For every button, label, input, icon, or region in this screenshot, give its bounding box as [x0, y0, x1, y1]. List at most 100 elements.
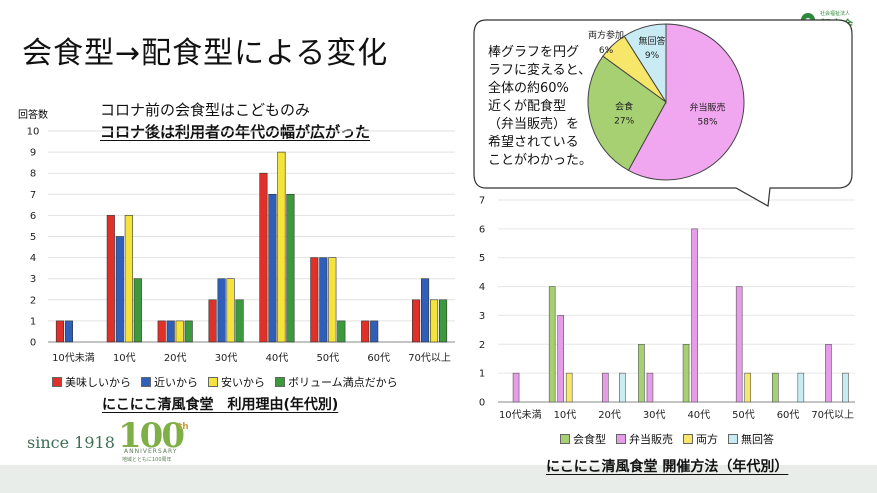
pie-slice-name: 弁当販売 — [690, 102, 726, 114]
legend-swatch — [208, 377, 218, 387]
x-tick-label: 20代 — [598, 409, 621, 421]
x-tick-label: 10代 — [113, 352, 136, 364]
legend-swatch — [616, 434, 626, 444]
usage-reason-chart: 0 1 2 3 4 5 6 7 8 9 10 10代未満 10代 20代 30代 40代 50代 60代 70代以… — [18, 108, 455, 364]
legend-label: ボリューム満点だから — [288, 376, 398, 389]
x-tick-label: 60代 — [367, 352, 390, 364]
bar — [421, 278, 430, 343]
bar — [412, 299, 421, 343]
bar — [157, 320, 166, 343]
since-label: since 1918 — [27, 433, 115, 452]
bar — [133, 278, 142, 343]
legend-swatch — [560, 434, 570, 444]
legend-swatch — [52, 377, 62, 387]
y-tick-label: 4 — [30, 253, 36, 264]
y-tick-label: 6 — [30, 211, 36, 222]
y-tick-label: 6 — [479, 224, 485, 235]
pie-slice-value: 58% — [698, 118, 718, 128]
bar — [557, 315, 564, 403]
x-tick-label: 40代 — [687, 409, 710, 421]
bubble-line: 棒グラフを円グ — [488, 45, 580, 60]
y-tick-label: 7 — [30, 190, 36, 201]
bubble-text: 棒グラフを円グ ラフに変えると、 全体の約60% 近くが配食型 （弁当販売）を … — [488, 44, 608, 170]
legend-swatch — [728, 434, 738, 444]
footer-band — [0, 465, 877, 493]
bar — [55, 320, 64, 343]
pie-slice-name: 両方参加 — [588, 29, 624, 41]
legend-item: 美味しいから — [52, 374, 131, 390]
bubble-line: 近くが配食型 — [488, 99, 567, 114]
anniversary-suffix: th — [178, 422, 189, 432]
bubble-line: ことがわかった。 — [488, 153, 593, 168]
pie-slice-value: 6% — [599, 46, 614, 56]
bar — [106, 215, 115, 343]
x-tick-label: 10代 — [554, 409, 577, 421]
bar — [184, 320, 193, 343]
y-tick-label: 9 — [30, 148, 36, 159]
bar — [602, 372, 609, 403]
legend-label: 美味しいから — [65, 376, 131, 389]
bar — [319, 257, 328, 343]
bar — [235, 299, 244, 343]
y-tick-label: 0 — [30, 338, 36, 349]
anniversary-logo: 100 th ANNIVERSARY 地域とともに100周年 — [118, 416, 193, 464]
bar — [328, 257, 337, 343]
note-line-2: コロナ後は利用者の年代の幅が広がった — [100, 123, 371, 141]
anniversary-word: ANNIVERSARY — [124, 448, 178, 455]
legend-item: 弁当販売 — [616, 431, 673, 447]
y-tick-label: 1 — [30, 316, 36, 327]
logo-subtitle: 社会福祉法人 — [820, 11, 851, 17]
bar — [842, 372, 849, 403]
legend-label: 両方 — [696, 433, 718, 446]
bar — [735, 286, 743, 403]
x-tick-label: 20代 — [164, 352, 187, 364]
legend-item: 両方 — [683, 431, 718, 447]
bar — [226, 278, 235, 343]
method-chart: 0 1 2 3 4 5 6 7 10代未満 10代 20代 30代 40代 50代 60代 70代以上 — [479, 196, 855, 421]
bubble-line: （弁当販売）を — [488, 117, 580, 132]
legend-item: 近いから — [141, 374, 198, 390]
pie-slice — [623, 23, 667, 104]
legend-swatch — [141, 377, 151, 387]
y-tick-label: 2 — [479, 340, 485, 351]
bubble-line: 希望されている — [488, 135, 579, 150]
anniversary-number: 100 — [118, 416, 185, 456]
legend-label: 近いから — [154, 376, 198, 389]
x-tick-label: 40代 — [266, 352, 289, 364]
legend-item: ボリューム満点だから — [275, 374, 398, 390]
bar — [512, 372, 520, 403]
bar — [208, 299, 217, 343]
bar — [286, 194, 295, 343]
bar — [268, 194, 277, 343]
legend-item: 無回答 — [728, 431, 774, 447]
y-tick-label: 8 — [30, 169, 36, 180]
bar — [217, 278, 226, 343]
bar — [691, 228, 698, 403]
bar — [166, 320, 175, 343]
x-tick-label: 30代 — [643, 409, 666, 421]
legend-swatch — [275, 377, 285, 387]
y-tick-label: 1 — [479, 369, 485, 380]
legend-swatch — [683, 434, 693, 444]
y-tick-label: 7 — [479, 196, 485, 207]
x-tick-label: 70代以上 — [811, 409, 854, 421]
pie-slice — [587, 55, 667, 172]
bar — [565, 372, 573, 403]
legend-item: 安いから — [208, 374, 265, 390]
y-tick-label: 3 — [479, 311, 485, 322]
x-tick-label: 60代 — [777, 409, 800, 421]
bar — [797, 372, 805, 403]
legend-label: 安いから — [221, 376, 265, 389]
speech-bubble: 弁当販売 58% 会食 27% 両方参加 6% 無回答 9% — [473, 19, 853, 207]
y-tick-label: 4 — [479, 282, 485, 293]
bar — [439, 299, 448, 343]
x-tick-label: 10代未満 — [499, 409, 542, 421]
bar — [310, 257, 319, 343]
bar — [430, 299, 439, 343]
legend-label: 会食型 — [573, 433, 606, 446]
y-axis-title: 回答数 — [18, 108, 48, 121]
y-tick-label: 10 — [27, 127, 40, 138]
usage-reason-legend: 美味しいから 近いから 安いから ボリューム満点だから — [52, 372, 452, 390]
x-tick-label: 70代以上 — [408, 352, 451, 364]
bar — [682, 343, 690, 403]
